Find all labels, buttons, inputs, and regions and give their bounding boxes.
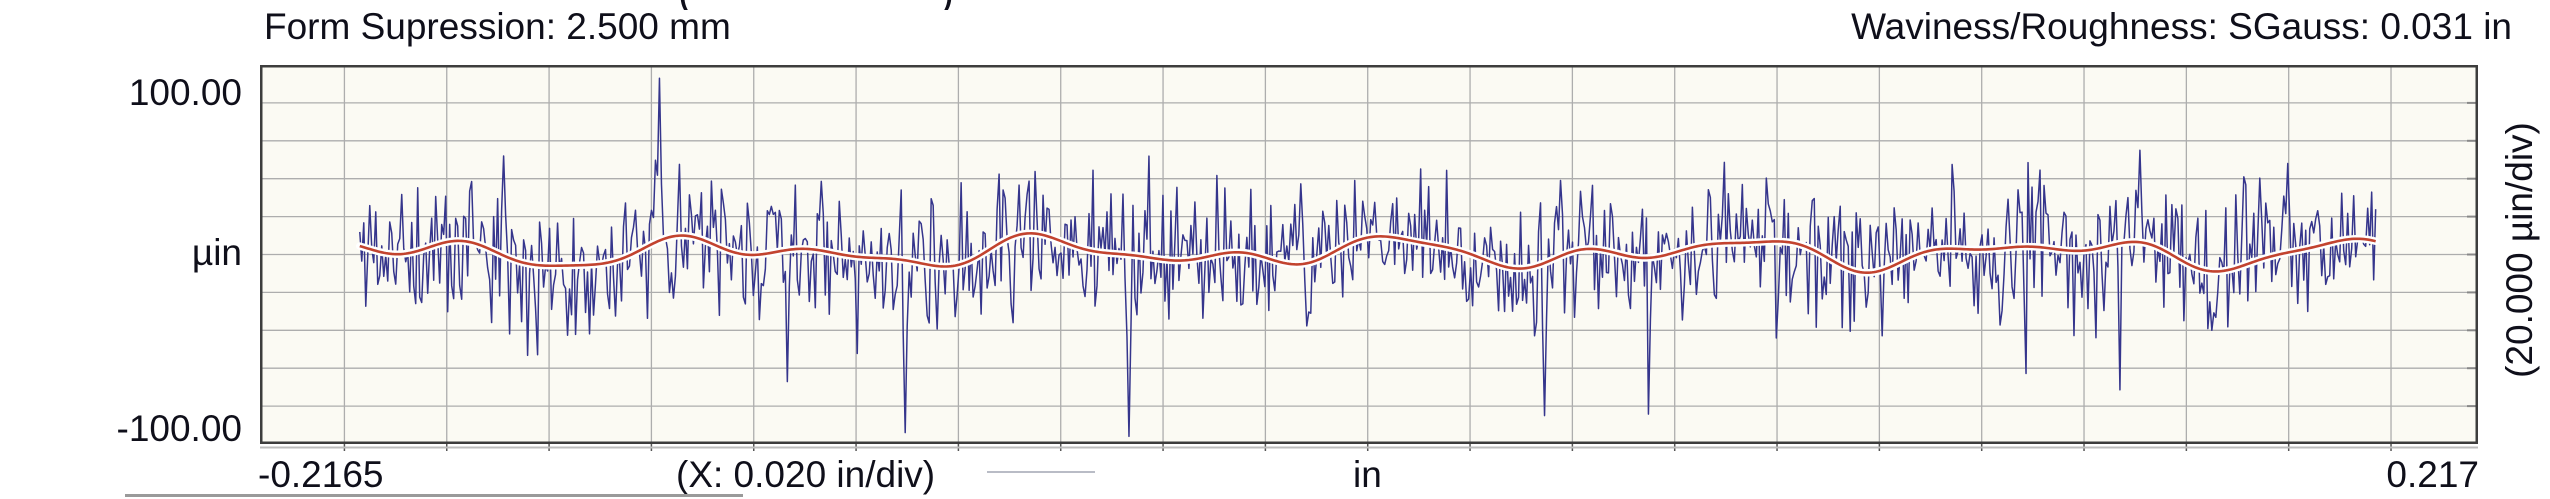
waviness-roughness-title: Waviness/Roughness: SGauss: 0.031 in [1851,6,2512,47]
grid [260,65,2478,451]
y-axis-unit-label: µin [191,232,242,273]
waviness-trace [359,232,2376,275]
x-axis-unit-label: in [1353,454,1382,495]
next-panel-edge-line [125,494,743,497]
roughness-trace [359,77,2377,438]
x-axis-max-label: 0.217 [2386,454,2479,495]
plot-area [260,65,2478,451]
y-axis-min-label: -100.00 [116,408,243,449]
profile-chart-svg [260,65,2478,451]
cropped-paren-close: ) [940,0,954,10]
plot-border [260,65,2478,444]
cropped-paren-open: ( [678,0,692,10]
x-axis-division-label: (X: 0.020 in/div) [676,454,936,495]
x-axis-min-label: -0.2165 [258,454,384,495]
legend-line-sample [987,471,1095,473]
y-axis-max-label: 100.00 [128,72,242,113]
cropped-text-artifact: () [0,0,2550,10]
form-suppression-title: Form Supression: 2.500 mm [264,6,731,47]
y-axis-division-label: (20.000 µin/div) [2499,122,2540,378]
